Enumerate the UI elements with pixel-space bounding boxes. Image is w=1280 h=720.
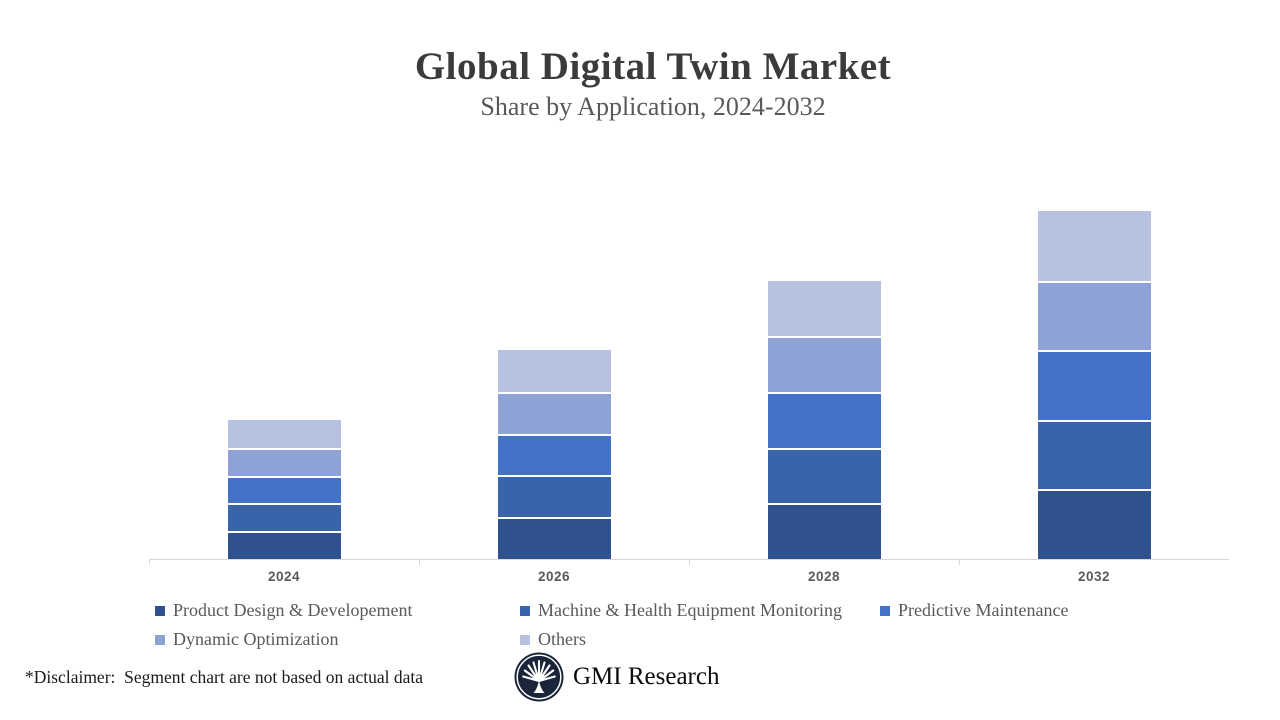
legend-label: Machine & Health Equipment Monitoring xyxy=(538,600,842,620)
stacked-bar-2024 xyxy=(227,420,341,559)
segment-dynamic-optimization-2026 xyxy=(497,391,611,434)
chart-subtitle: Share by Application, 2024-2032 xyxy=(480,92,826,121)
bar-slot-2026 xyxy=(419,211,689,559)
x-axis-tick xyxy=(419,560,420,565)
legend: Product Design & Developement Machine & H… xyxy=(155,600,1215,658)
segment-dynamic-optimization-2024 xyxy=(227,447,341,476)
x-axis-line xyxy=(149,559,1229,565)
segment-machine-health-equipment-monitoring-2024 xyxy=(227,503,341,532)
legend-item-dynamic-optimization: Dynamic Optimization xyxy=(155,629,520,650)
segment-machine-health-equipment-monitoring-2028 xyxy=(767,447,881,504)
segment-others-2026 xyxy=(497,350,611,392)
bar-slot-2028 xyxy=(689,211,959,559)
segment-dynamic-optimization-2032 xyxy=(1037,280,1151,351)
legend-item-product-design-developement: Product Design & Developement xyxy=(155,600,520,621)
segment-product-design-developement-2024 xyxy=(227,531,341,559)
bar-slot-2024 xyxy=(149,211,419,559)
segment-machine-health-equipment-monitoring-2026 xyxy=(497,475,611,518)
segment-product-design-developement-2028 xyxy=(767,503,881,559)
segment-predictive-maintenance-2028 xyxy=(767,391,881,448)
brand-lockup: GMI Research xyxy=(514,652,719,702)
segment-product-design-developement-2032 xyxy=(1037,489,1151,559)
stacked-bar-2026 xyxy=(497,350,611,559)
x-axis-label-2032: 2032 xyxy=(1077,569,1111,584)
legend-label: Others xyxy=(538,629,586,649)
segment-others-2032 xyxy=(1037,211,1151,281)
stacked-bar-2032 xyxy=(1037,211,1151,559)
x-axis-label-2024: 2024 xyxy=(267,569,301,584)
legend-item-predictive-maintenance: Predictive Maintenance xyxy=(880,600,1068,621)
segment-product-design-developement-2026 xyxy=(497,517,611,559)
chart-title: Global Digital Twin Market xyxy=(414,45,892,88)
legend-label: Predictive Maintenance xyxy=(898,600,1069,620)
brand-name: GMI Research xyxy=(573,663,720,690)
segment-others-2024 xyxy=(227,420,341,448)
x-axis-label-2026: 2026 xyxy=(537,569,571,584)
segment-predictive-maintenance-2024 xyxy=(227,475,341,504)
legend-item-others: Others xyxy=(520,629,880,650)
x-axis-tick xyxy=(689,560,690,565)
segment-dynamic-optimization-2028 xyxy=(767,336,881,392)
disclaimer-text: *Disclaimer: Segment chart are not based… xyxy=(25,667,423,687)
legend-row: Dynamic Optimization Others xyxy=(155,629,1215,651)
x-axis-label-2028: 2028 xyxy=(807,569,841,584)
legend-item-machine-health-equipment-monitoring: Machine & Health Equipment Monitoring xyxy=(520,600,880,621)
segment-others-2028 xyxy=(767,280,881,337)
segment-predictive-maintenance-2032 xyxy=(1037,350,1151,420)
x-axis-labels: 2024 2026 2028 2032 xyxy=(149,569,1229,584)
gmi-fan-tree-icon xyxy=(514,652,564,702)
legend-label: Dynamic Optimization xyxy=(173,629,339,649)
legend-swatch-icon xyxy=(880,605,890,616)
plot-area xyxy=(149,211,1229,559)
legend-swatch-icon xyxy=(155,634,165,645)
stacked-bar-2028 xyxy=(767,280,881,559)
segment-predictive-maintenance-2026 xyxy=(497,433,611,476)
legend-label: Product Design & Developement xyxy=(173,600,413,620)
bar-slot-2032 xyxy=(959,211,1229,559)
legend-swatch-icon xyxy=(520,605,530,616)
stacked-bar-chart: 2024 2026 2028 2032 xyxy=(149,211,1229,584)
x-axis-tick xyxy=(959,560,960,565)
legend-swatch-icon xyxy=(520,634,530,645)
x-axis-tick xyxy=(149,560,150,565)
legend-row: Product Design & Developement Machine & H… xyxy=(155,600,1215,622)
legend-swatch-icon xyxy=(155,605,165,616)
segment-machine-health-equipment-monitoring-2032 xyxy=(1037,419,1151,490)
